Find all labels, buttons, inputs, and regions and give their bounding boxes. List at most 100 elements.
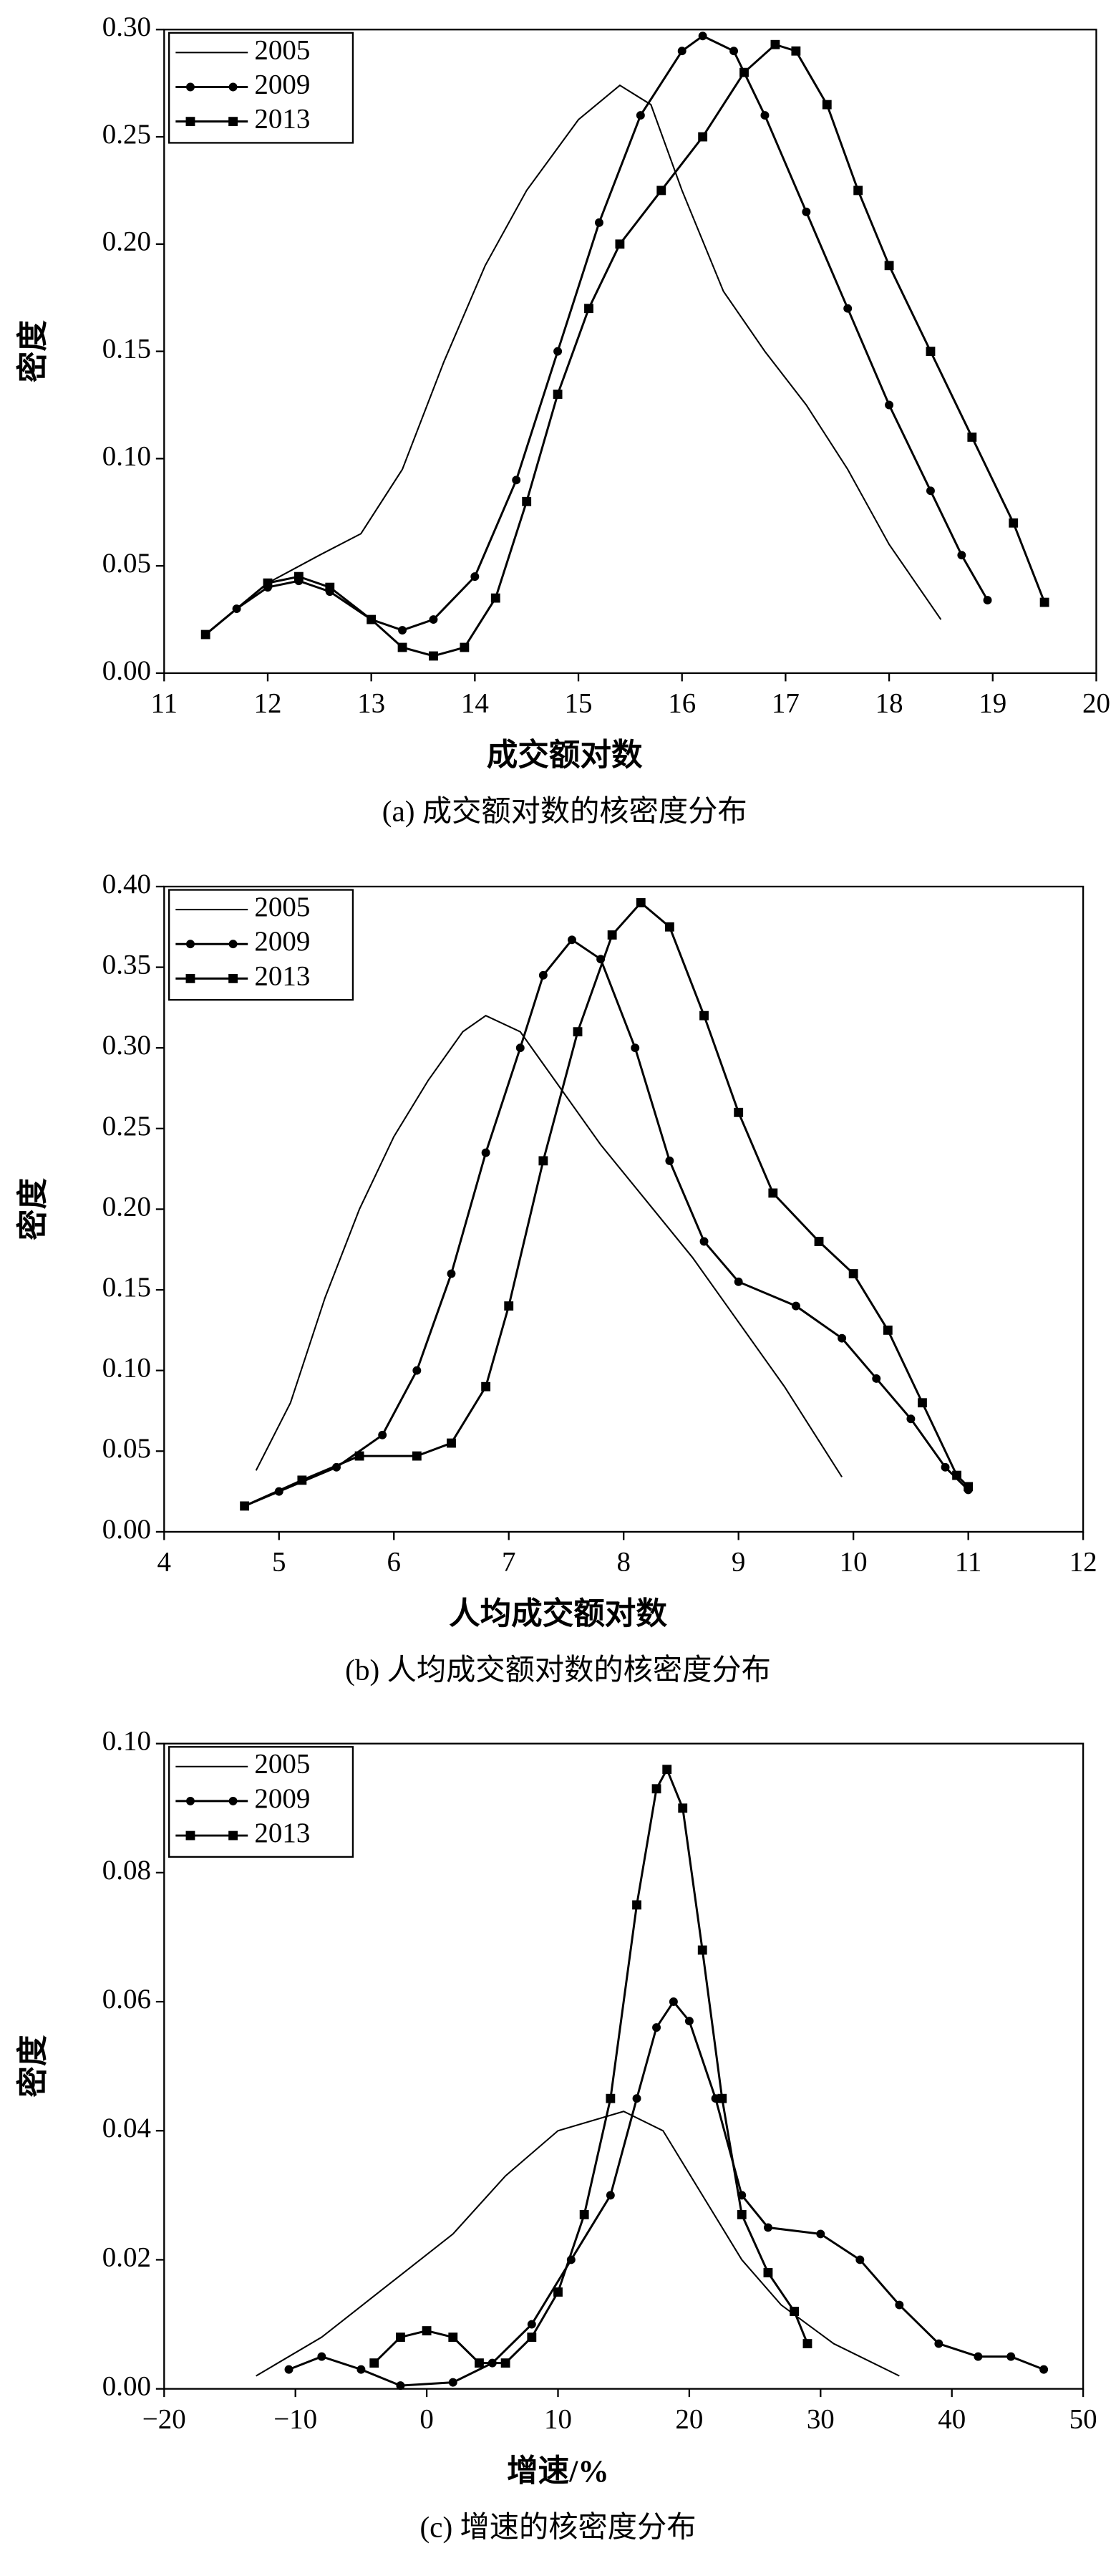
point: [584, 304, 593, 314]
point: [369, 2358, 379, 2368]
point: [632, 1900, 641, 1910]
x-tick-label: 20: [675, 2403, 703, 2434]
point: [737, 2209, 747, 2219]
y-tick-label: 0.35: [102, 950, 151, 980]
point: [460, 642, 470, 652]
y-tick-label: 0.15: [102, 1272, 151, 1303]
point: [848, 1269, 858, 1278]
point: [669, 1997, 678, 2007]
legend-marker: [186, 1796, 195, 1805]
point: [838, 1333, 847, 1343]
point: [396, 2381, 405, 2391]
point: [822, 100, 832, 110]
legend-label: 2005: [254, 1749, 310, 1780]
point: [656, 185, 666, 196]
point: [615, 239, 625, 249]
y-tick-label: 0.20: [102, 1191, 151, 1222]
legend-label: 2005: [254, 34, 310, 65]
legend-marker: [186, 82, 195, 92]
x-tick-label: 40: [938, 2403, 966, 2434]
point: [356, 2365, 366, 2374]
point: [263, 578, 273, 588]
y-tick-label: 0.10: [102, 1726, 151, 1757]
point: [884, 261, 894, 271]
point: [698, 132, 708, 142]
point: [983, 596, 992, 605]
point: [475, 2358, 484, 2368]
y-tick-label: 0.08: [102, 1855, 151, 1886]
point: [422, 2326, 432, 2335]
point: [448, 2378, 457, 2387]
y-tick-label: 0.30: [102, 11, 151, 42]
point: [885, 400, 894, 410]
legend-label: 2013: [254, 1818, 310, 1848]
legend-marker: [228, 1796, 238, 1805]
point: [317, 2352, 326, 2361]
point: [538, 970, 548, 980]
caption: (c) 增速的核密度分布: [419, 2510, 696, 2544]
point: [200, 629, 210, 640]
y-tick-label: 0.20: [102, 226, 151, 257]
point: [957, 551, 966, 560]
point: [632, 2094, 641, 2103]
y-tick-label: 0.15: [102, 334, 151, 365]
series-line: [244, 938, 969, 1508]
point: [699, 1237, 709, 1246]
point: [855, 2255, 865, 2264]
y-tick-label: 0.10: [102, 1353, 151, 1384]
legend-marker: [186, 940, 195, 949]
point: [926, 486, 935, 496]
point: [504, 1301, 514, 1311]
point: [606, 2093, 616, 2103]
point: [952, 1470, 962, 1480]
point: [699, 1010, 709, 1021]
series-line: [205, 84, 942, 635]
point: [395, 2333, 405, 2342]
point: [964, 1482, 974, 1492]
legend-label: 2009: [254, 69, 310, 100]
point: [515, 1043, 525, 1053]
y-tick-label: 0.04: [102, 2113, 151, 2143]
point: [553, 2287, 563, 2297]
x-tick-label: 17: [772, 688, 800, 719]
point: [606, 2191, 615, 2200]
y-tick-label: 0.25: [102, 119, 151, 150]
point: [684, 2017, 694, 2026]
point: [941, 1462, 950, 1472]
point: [527, 2333, 537, 2342]
point: [872, 1374, 881, 1383]
x-tick-label: 10: [840, 1547, 868, 1578]
point: [481, 1148, 490, 1157]
x-tick-label: 20: [1082, 688, 1110, 719]
point: [1009, 518, 1019, 528]
point: [522, 496, 532, 506]
point: [378, 1430, 387, 1439]
point: [739, 67, 749, 77]
point: [447, 1269, 456, 1278]
legend-label: 2009: [254, 1783, 310, 1814]
series-line: [373, 1767, 809, 2365]
point: [770, 39, 780, 49]
point: [790, 2307, 800, 2316]
point: [607, 930, 617, 940]
point: [651, 1784, 661, 1794]
point: [677, 47, 686, 56]
x-axis-label: 增速/%: [507, 2454, 609, 2489]
point: [631, 1043, 640, 1053]
x-tick-label: 30: [807, 2403, 835, 2434]
point: [802, 2339, 812, 2349]
point: [662, 1765, 672, 1775]
point: [816, 2229, 825, 2239]
point: [553, 347, 563, 356]
legend-marker: [185, 1830, 195, 1841]
point: [481, 1381, 491, 1391]
point: [595, 218, 603, 227]
point: [553, 390, 563, 399]
x-tick-label: 8: [616, 1547, 630, 1578]
series-line: [255, 1014, 843, 1477]
x-tick-label: 6: [387, 1547, 401, 1578]
point: [853, 185, 863, 196]
x-tick-label: 15: [565, 688, 593, 719]
point: [934, 2339, 943, 2348]
